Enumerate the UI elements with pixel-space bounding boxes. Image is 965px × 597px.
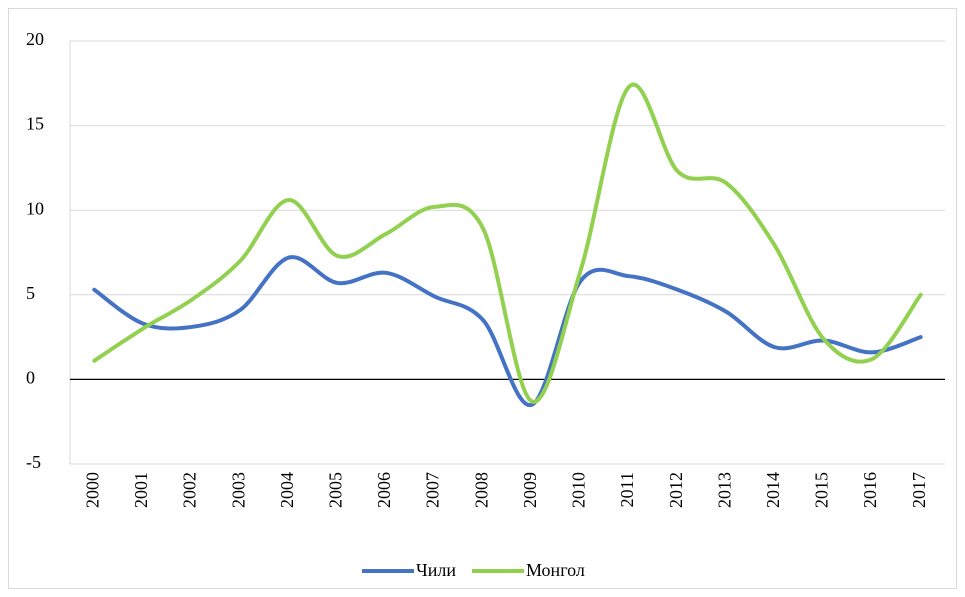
y-tick-label: -5: [26, 452, 41, 472]
x-tick-label: 2016: [860, 472, 880, 508]
x-tick-label: 2006: [374, 472, 394, 508]
x-tick-label: 2001: [131, 472, 151, 508]
x-tick-label: 2004: [277, 472, 297, 508]
legend-label: Монгол: [526, 560, 585, 580]
x-tick-label: 2011: [617, 472, 637, 507]
y-tick-label: 10: [26, 198, 44, 218]
x-tick-label: 2017: [909, 472, 929, 508]
y-tick-label: 15: [26, 114, 44, 134]
x-tick-label: 2008: [471, 472, 491, 508]
x-tick-label: 2009: [520, 472, 540, 508]
series-line: [92, 255, 923, 407]
legend-label: Чили: [416, 560, 456, 580]
x-tick-label: 2007: [423, 472, 443, 508]
x-tick-label: 2012: [666, 472, 686, 508]
y-tick-label: 0: [26, 368, 35, 388]
x-tick-label: 2010: [569, 472, 589, 508]
y-tick-label: 5: [26, 283, 35, 303]
x-tick-label: 2000: [82, 472, 102, 508]
chart-frame: [8, 8, 957, 589]
x-tick-label: 2002: [180, 472, 200, 508]
x-tick-label: 2014: [763, 472, 783, 508]
x-tick-label: 2013: [714, 472, 734, 508]
series-line: [92, 82, 923, 404]
y-tick-label: 20: [26, 29, 44, 49]
x-tick-label: 2003: [228, 472, 248, 508]
x-tick-label: 2015: [812, 472, 832, 508]
x-tick-label: 2005: [325, 472, 345, 508]
